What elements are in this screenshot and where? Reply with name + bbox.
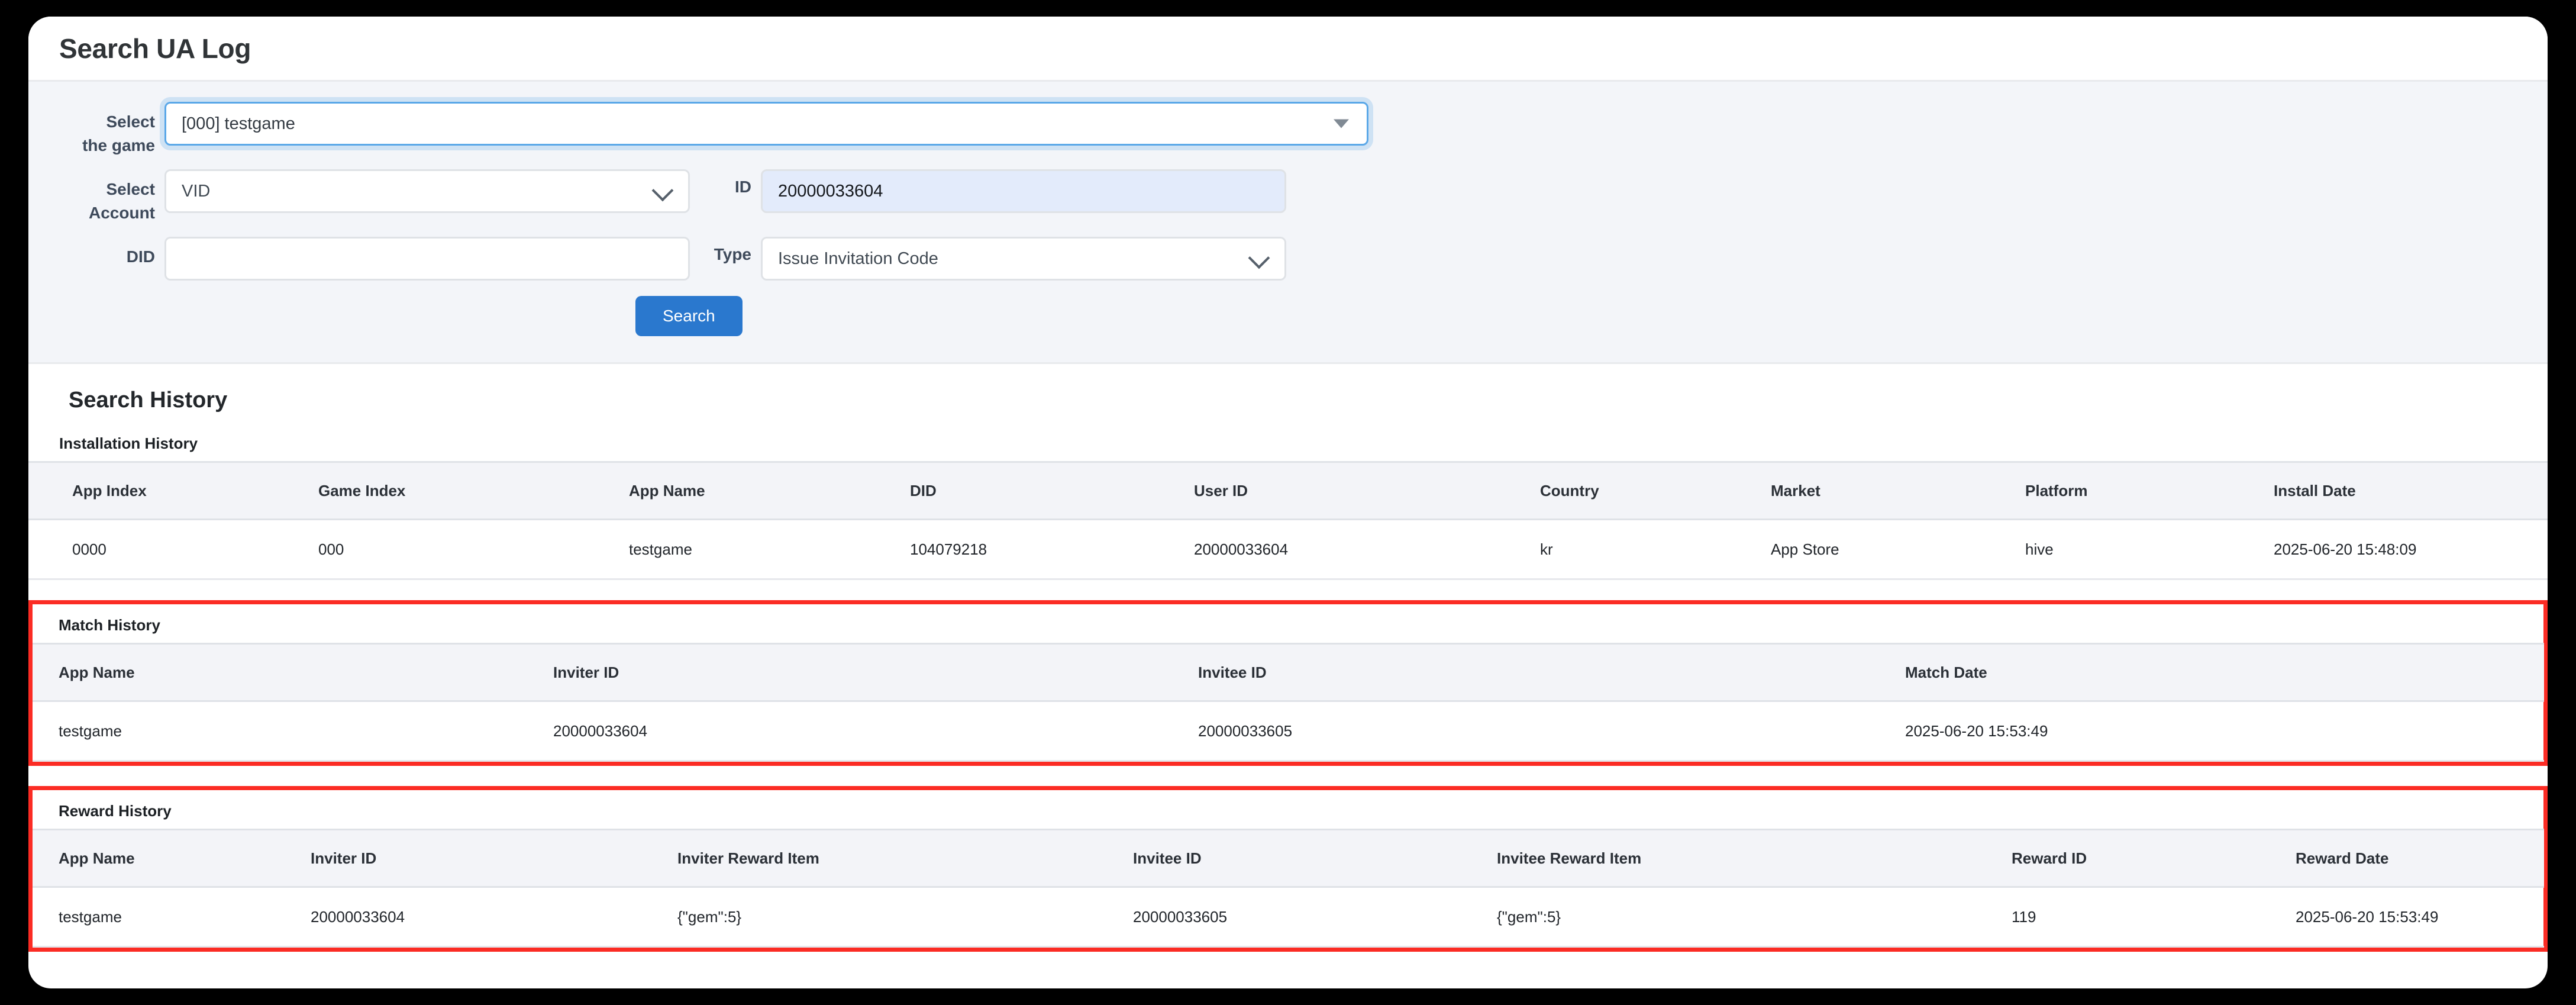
- table-row: testgame 20000033604 {"gem":5} 20000033605{…: [33, 887, 2544, 948]
- table-cell: kr: [1540, 519, 1771, 580]
- reward-history-block: Reward History App Name Inviter ID Inviter…: [28, 786, 2548, 952]
- column-header: Reward Date: [2296, 829, 2544, 888]
- search-button[interactable]: Search: [635, 296, 743, 336]
- id-input-value: 20000033604: [778, 181, 883, 201]
- type-value: Issue Invitation Code: [778, 249, 938, 268]
- select-game-value: [000] testgame: [182, 114, 295, 133]
- type-field-wrap: Issue Invitation Code: [761, 237, 1286, 281]
- column-header: Invitee ID: [1133, 829, 1497, 888]
- column-header: App Name: [33, 643, 553, 702]
- column-header: App Name: [33, 829, 311, 888]
- select-account-dropdown[interactable]: VID: [164, 169, 690, 213]
- table-header-row: App Name Inviter ID Invitee ID Match Date: [33, 643, 2544, 702]
- table-cell: 20000033605: [1133, 887, 1497, 948]
- table-header-row: App Name Inviter ID Inviter Reward Item Inv…: [33, 829, 2544, 888]
- column-header: App Index: [28, 461, 318, 520]
- installation-history-block: Installation History App Index Game Index…: [28, 434, 2548, 580]
- table-cell: 20000033604: [311, 887, 677, 948]
- column-header: Reward ID: [2012, 829, 2296, 888]
- search-history-title: Search History: [69, 388, 228, 413]
- column-header: Install Date: [2274, 461, 2548, 520]
- column-header: Invitee ID: [1198, 643, 1905, 702]
- match-history-table: App Name Inviter ID Invitee ID Match Date t…: [33, 643, 2544, 762]
- select-game-field-wrap: [000] testgame: [164, 102, 1368, 146]
- table-header-row: App Index Game Index App Name DID User ID Cou…: [28, 461, 2548, 520]
- column-header: Game Index: [318, 461, 629, 520]
- column-header: Match Date: [1905, 643, 2544, 702]
- card-header: Search UA Log: [28, 17, 2548, 82]
- select-account-label-line1: Select: [106, 180, 156, 198]
- reward-history-table: App Name Inviter ID Inviter Reward Item Inv…: [33, 829, 2544, 948]
- match-history-block: Match History App Name Inviter ID Invitee …: [28, 600, 2548, 766]
- table-cell: 20000033604: [553, 701, 1198, 762]
- table-cell: {"gem":5}: [1497, 887, 2012, 948]
- type-label: Type: [714, 245, 751, 263]
- table-cell: testgame: [629, 519, 910, 580]
- table-cell: 000: [318, 519, 629, 580]
- select-account-field-wrap: VID: [164, 169, 690, 213]
- table-row: 0000 000 testgame 104079218 20000033604 kr App…: [28, 519, 2548, 580]
- select-game-label: Select the game: [28, 102, 164, 157]
- search-button-row: Search: [28, 296, 2548, 336]
- column-header: Invitee Reward Item: [1497, 829, 2012, 888]
- column-header: App Name: [629, 461, 910, 520]
- table-cell: {"gem":5}: [677, 887, 1133, 948]
- column-header: Inviter Reward Item: [677, 829, 1133, 888]
- form-row-account-id: Select Account VID ID 20000033604: [28, 169, 2548, 225]
- form-row-select-game: Select the game [000] testgame: [28, 102, 2548, 157]
- table-cell: 119: [2012, 887, 2296, 948]
- select-account-label-line2: Account: [89, 204, 155, 222]
- search-ua-log-card: Search UA Log Select the game [000] test…: [28, 17, 2548, 988]
- select-game-label-line2: the game: [82, 136, 155, 154]
- installation-history-table: App Index Game Index App Name DID User ID Cou…: [28, 461, 2548, 580]
- caret-down-icon[interactable]: [1334, 119, 1349, 128]
- column-header: DID: [910, 461, 1194, 520]
- id-label: ID: [735, 178, 751, 196]
- table-cell: 20000033604: [1194, 519, 1540, 580]
- select-game-dropdown[interactable]: [000] testgame: [164, 102, 1368, 146]
- select-account-label: Select Account: [28, 169, 164, 225]
- did-field-wrap: [164, 237, 690, 281]
- table-cell: 2025-06-20 15:53:49: [1905, 701, 2544, 762]
- did-input[interactable]: [164, 237, 690, 281]
- chevron-down-icon[interactable]: [651, 179, 674, 202]
- column-header: User ID: [1194, 461, 1540, 520]
- table-cell: testgame: [33, 887, 311, 948]
- table-cell: 2025-06-20 15:48:09: [2274, 519, 2548, 580]
- id-input[interactable]: 20000033604: [761, 169, 1286, 213]
- select-account-value: VID: [182, 181, 211, 201]
- column-header: Inviter ID: [553, 643, 1198, 702]
- page-title: Search UA Log: [59, 33, 251, 64]
- table-cell: hive: [2025, 519, 2274, 580]
- did-label: DID: [126, 247, 155, 266]
- match-history-title: Match History: [59, 616, 160, 634]
- column-header: Country: [1540, 461, 1771, 520]
- table-cell: testgame: [33, 701, 553, 762]
- table-cell: 104079218: [910, 519, 1194, 580]
- table-cell: 2025-06-20 15:53:49: [2296, 887, 2544, 948]
- search-history-section: Search History Installation History App …: [28, 364, 2548, 952]
- id-field-wrap: 20000033604: [761, 169, 1286, 213]
- table-row: testgame 20000033604 20000033605 2025-06-20…: [33, 701, 2544, 762]
- table-cell: 0000: [28, 519, 318, 580]
- chevron-down-icon[interactable]: [1248, 247, 1270, 269]
- spacer: [28, 766, 2548, 786]
- form-row-did-type: DID Type Issue Invitation Code: [28, 237, 2548, 281]
- column-header: Market: [1771, 461, 2025, 520]
- table-cell: 20000033605: [1198, 701, 1905, 762]
- table-cell: App Store: [1771, 519, 2025, 580]
- reward-history-title: Reward History: [59, 802, 172, 820]
- installation-history-title: Installation History: [59, 434, 198, 452]
- type-dropdown[interactable]: Issue Invitation Code: [761, 237, 1286, 281]
- spacer: [28, 580, 2548, 600]
- column-header: Inviter ID: [311, 829, 677, 888]
- select-game-label-line1: Select: [106, 112, 156, 131]
- column-header: Platform: [2025, 461, 2274, 520]
- search-form-panel: Select the game [000] testgame Select Ac…: [28, 82, 2548, 364]
